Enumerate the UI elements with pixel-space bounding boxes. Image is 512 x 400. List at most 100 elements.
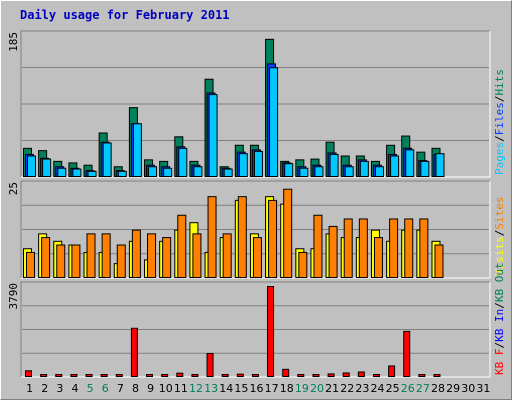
bar-sites-day-10: [162, 237, 172, 278]
bar-sites-day-15: [237, 196, 247, 278]
day-label: 3: [56, 382, 63, 395]
plot-border-dark: [20, 30, 490, 177]
panel-hits-files-pages: 185 Pages/Files/Hits: [7, 30, 506, 178]
legend-entry-files: Files: [493, 102, 506, 135]
bar-pages-day-17: [269, 67, 279, 177]
day-label: 19: [295, 382, 309, 395]
bar-kb-f-day-9: [146, 374, 154, 377]
bar-sites-day-4: [71, 244, 81, 279]
bar-kb-f-day-3: [55, 374, 63, 377]
legend-separator: /: [493, 230, 506, 237]
bar-pages-day-6: [102, 142, 112, 177]
legend: Pages/Files/Hits: [493, 69, 506, 175]
bar-pages-day-9: [148, 166, 158, 178]
bar-pages-day-3: [57, 167, 67, 177]
day-label: 20: [310, 382, 324, 395]
bar-pages-day-15: [238, 153, 248, 177]
bar-sites-day-24: [373, 237, 383, 278]
bar-pages-day-13: [208, 94, 218, 177]
bar-pages-day-8: [132, 123, 142, 177]
bar-sites-day-21: [328, 225, 338, 278]
bar-pages-day-20: [314, 166, 324, 178]
day-label: 12: [189, 382, 203, 395]
legend-entry-kb-f: KB F: [493, 349, 506, 376]
plot-border-dark: [20, 281, 490, 377]
bar-kb-f-day-20: [312, 374, 320, 377]
bar-kb-f-day-24: [372, 374, 380, 377]
bar-sites-day-5: [86, 233, 96, 278]
bar-sites-day-27: [419, 218, 429, 278]
bar-kb-f-day-8: [130, 327, 138, 377]
bar-pages-day-22: [344, 166, 354, 178]
day-label: 16: [250, 382, 264, 395]
day-label: 11: [174, 382, 188, 395]
day-label: 15: [234, 382, 248, 395]
legend-separator: /: [493, 96, 506, 103]
bar-sites-day-14: [222, 233, 232, 278]
legend-entry-sites: Sites: [493, 197, 506, 230]
bar-pages-day-21: [329, 153, 339, 178]
day-label: 2: [41, 382, 48, 395]
bar-pages-day-5: [87, 170, 97, 178]
day-label: 30: [461, 382, 475, 395]
bar-sites-day-22: [343, 218, 353, 278]
bar-kb-f-day-26: [403, 330, 411, 378]
legend-entry-visits: Visits: [493, 236, 506, 276]
day-label: 9: [147, 382, 154, 395]
day-label: 28: [431, 382, 445, 395]
day-label: 21: [325, 382, 339, 395]
bar-pages-day-24: [374, 166, 384, 178]
bar-sites-day-20: [313, 214, 323, 278]
legend: KB F/KB In/KB Out: [493, 262, 506, 375]
day-label: 17: [265, 382, 279, 395]
legend-entry-pages: Pages: [493, 142, 506, 175]
bar-kb-f-day-22: [342, 372, 350, 377]
bar-sites-day-16: [252, 237, 262, 278]
bar-sites-day-11: [177, 214, 187, 278]
bar-kb-f-day-12: [191, 374, 199, 377]
legend: Visits/Sites: [493, 197, 506, 277]
bar-kb-f-day-21: [327, 373, 335, 377]
bar-sites-day-2: [41, 237, 51, 278]
bar-kb-f-day-5: [85, 374, 93, 377]
bar-pages-day-28: [435, 153, 445, 177]
bar-sites-day-19: [298, 251, 308, 279]
bar-pages-day-2: [42, 158, 52, 178]
bar-kb-f-day-14: [221, 374, 229, 377]
bar-pages-day-26: [405, 149, 415, 178]
bar-sites-day-26: [404, 218, 414, 278]
day-label: 1: [26, 382, 33, 395]
y-max-label: 185: [7, 32, 20, 52]
day-label: 5: [87, 382, 94, 395]
bar-kb-f-day-27: [418, 374, 426, 377]
legend-separator: /: [493, 342, 506, 349]
day-label: 23: [355, 382, 369, 395]
bar-sites-day-9: [147, 233, 157, 278]
legend-entry-kb-in: KB In: [493, 309, 506, 342]
bar-pages-day-1: [27, 155, 36, 177]
day-label: 27: [416, 382, 430, 395]
bar-kb-f-day-17: [267, 286, 275, 377]
bar-pages-day-14: [223, 168, 233, 178]
bar-pages-day-27: [420, 160, 430, 178]
bar-pages-day-12: [193, 166, 203, 178]
bar-kb-f-day-23: [357, 371, 365, 377]
bar-sites-day-7: [116, 244, 126, 279]
day-label: 8: [132, 382, 139, 395]
bar-kb-f-day-4: [70, 374, 78, 377]
day-label: 22: [340, 382, 354, 395]
bar-pages-day-16: [253, 150, 263, 178]
legend-separator: /: [493, 135, 506, 142]
day-label: 29: [446, 382, 460, 395]
chart-title: Daily usage for February 2011: [20, 8, 230, 22]
bar-sites-day-13: [207, 196, 217, 278]
legend-entry-kb-out: KB Out: [493, 262, 506, 302]
bar-sites-day-28: [434, 244, 444, 279]
bar-sites-day-3: [56, 244, 66, 279]
y-max-label: 3790: [7, 283, 20, 310]
bar-pages-day-10: [163, 167, 173, 177]
bar-pages-day-11: [178, 147, 188, 177]
